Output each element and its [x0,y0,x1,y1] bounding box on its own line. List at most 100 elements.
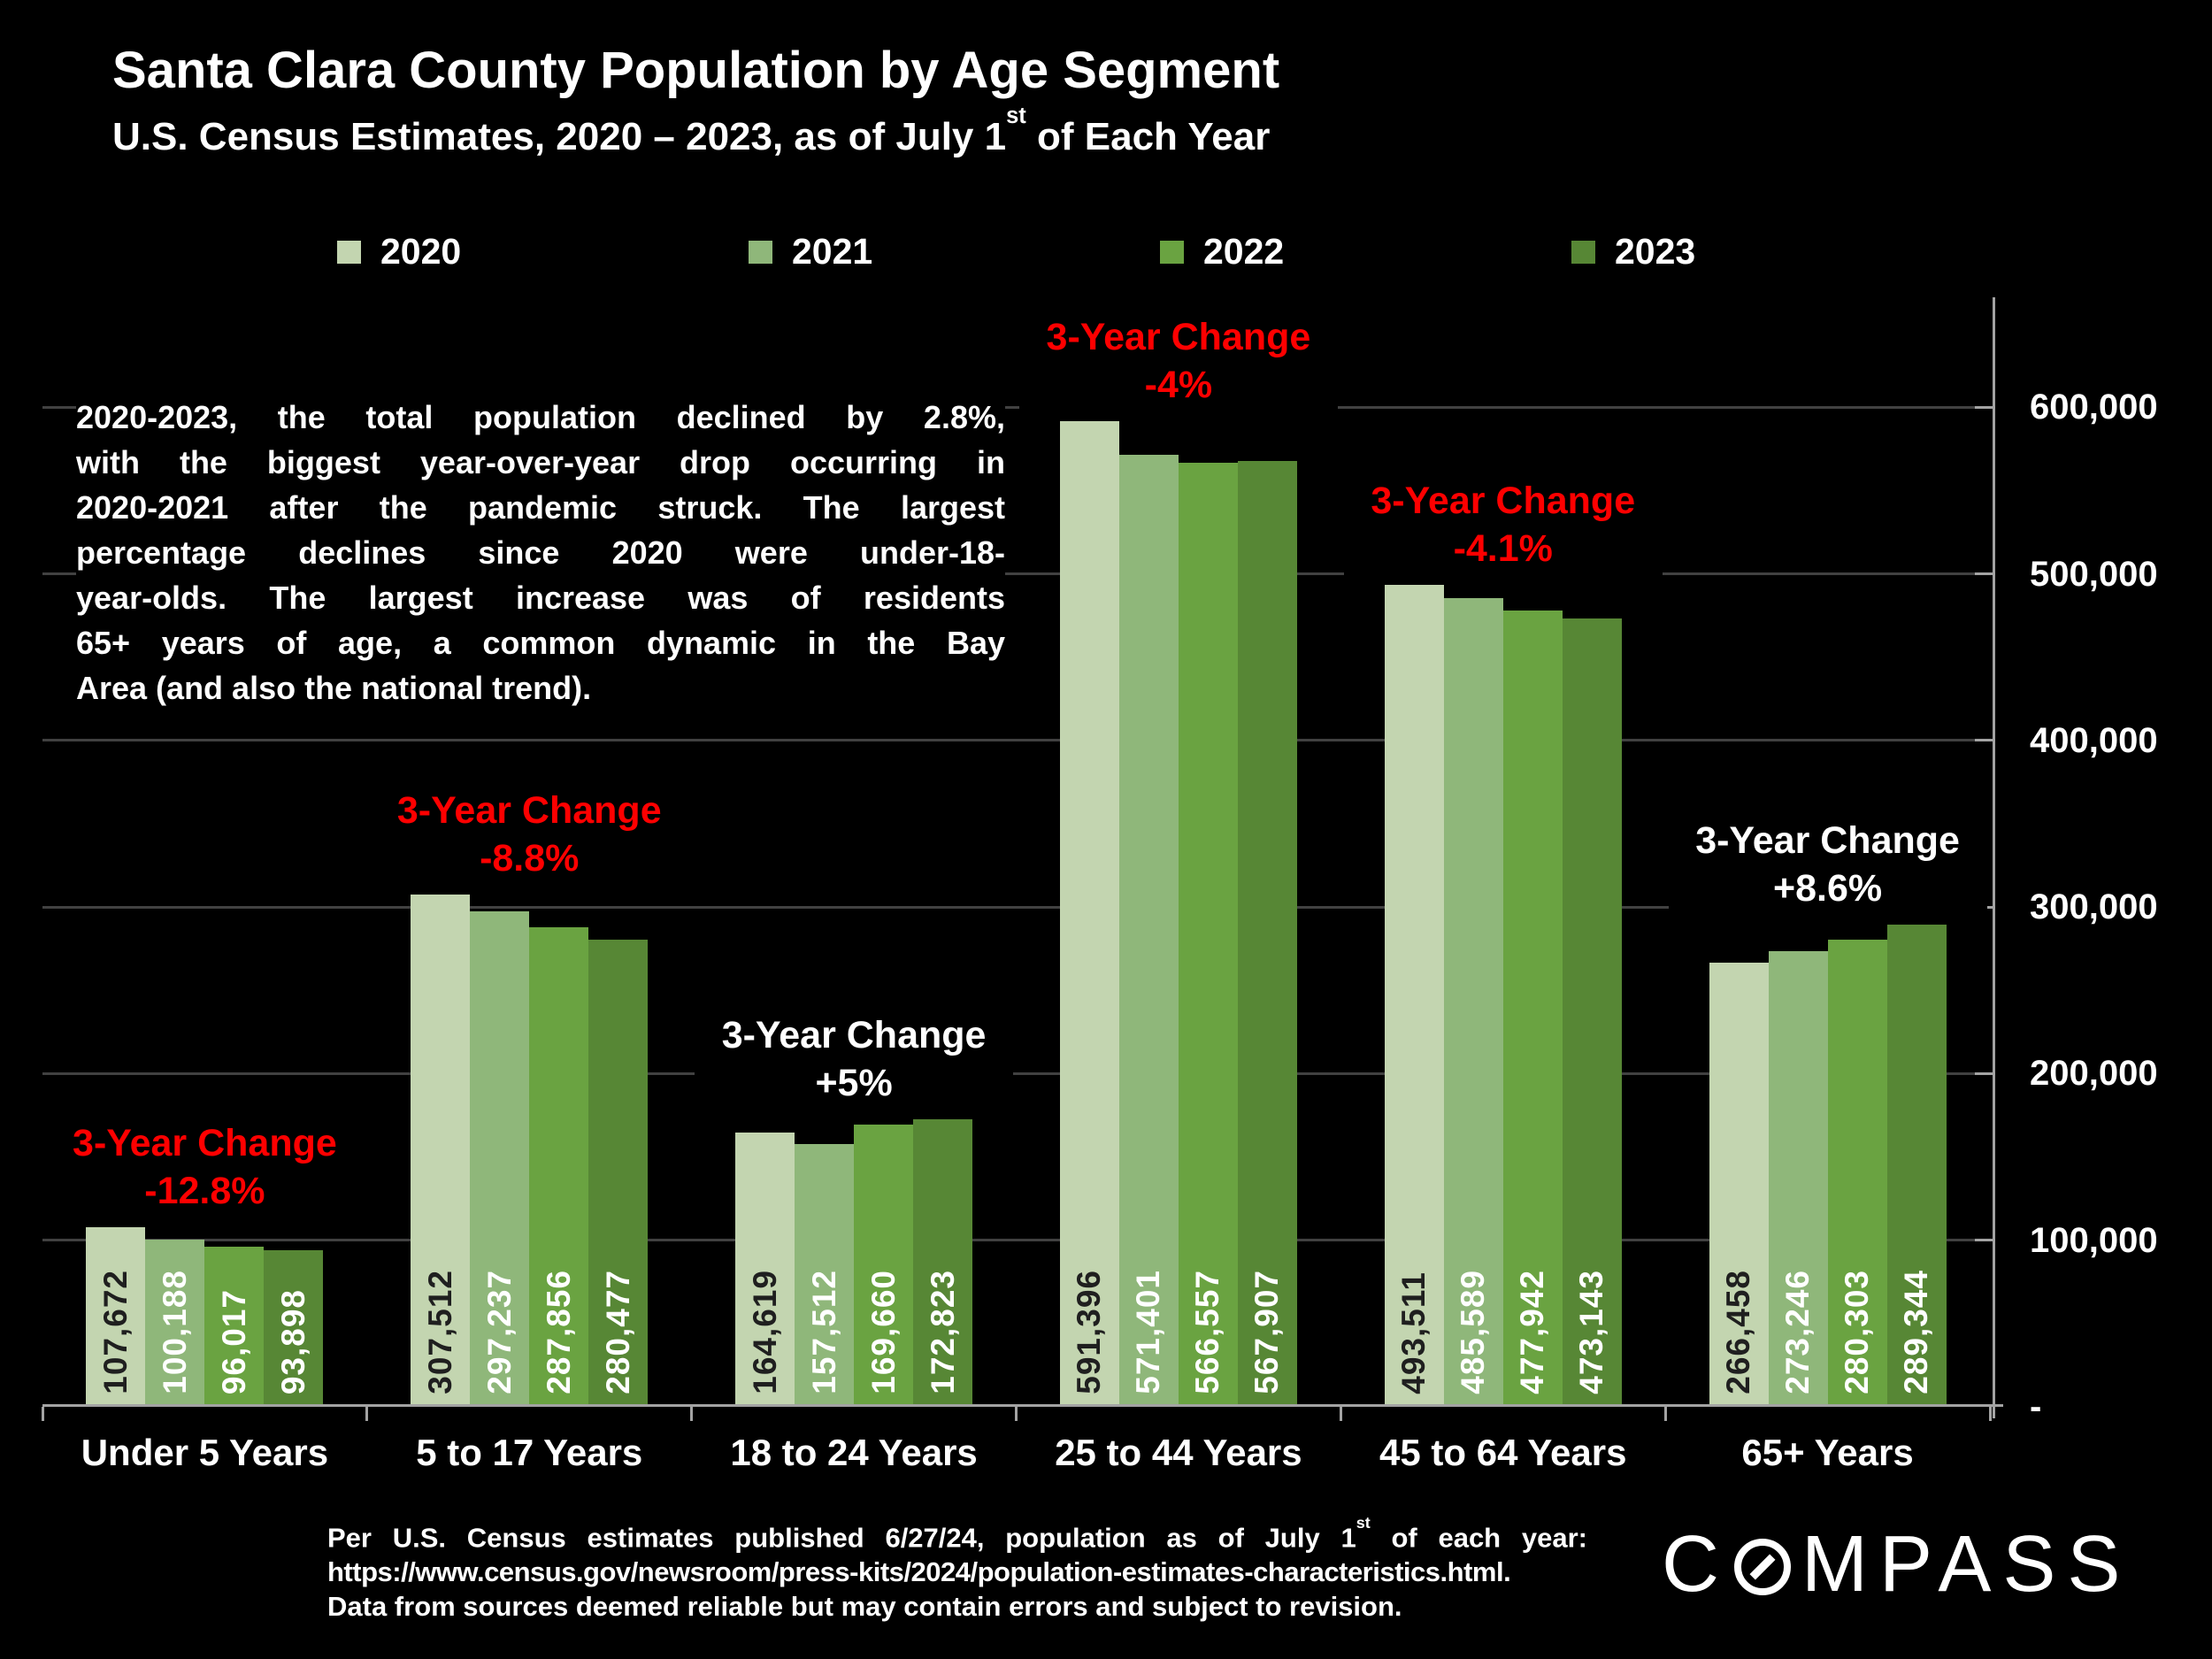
compass-logo: C MPASS [1662,1520,2132,1609]
commentary-line: percentage declines since 2020 were unde… [76,534,1005,571]
bar-2020: 107,672 [86,1227,146,1407]
subtitle-text: U.S. Census Estimates, 2020 – 2023, as o… [112,115,1007,158]
bar-value-label: 280,477 [599,1270,636,1394]
bar-2023: 93,898 [264,1250,324,1407]
bar-value-label: 280,303 [1839,1270,1876,1394]
bar-value-label: 287,856 [540,1270,577,1394]
bar-value-label: 297,237 [480,1270,518,1394]
bar-2022: 169,660 [854,1124,914,1407]
x-axis-tick [41,1407,44,1421]
annotation-3-year-change: 3-Year Change -12.8% [45,1116,365,1219]
bar-2023: 567,907 [1237,460,1297,1407]
bar-2021: 100,188 [145,1240,205,1407]
y-axis-label: 600,000 [2030,388,2158,427]
annotation-3-year-change: 3-Year Change -4.1% [1343,472,1663,576]
gridline-100,000 [42,1239,1993,1242]
x-axis-tick [690,1407,694,1421]
y-axis-label: 300,000 [2030,887,2158,927]
x-axis-tick [1015,1407,1018,1421]
footer-line-1-text: Per U.S. Census estimates published 6/27… [327,1522,1356,1554]
bar-2022: 477,942 [1502,611,1563,1407]
x-axis-tick [1339,1407,1342,1421]
commentary-line: Area (and also the national trend). [76,670,592,706]
bar-value-label: 169,660 [864,1270,902,1394]
bar-value-label: 485,589 [1455,1270,1492,1394]
gridline-500,000 [42,572,1993,575]
bar-2023: 280,477 [588,939,649,1407]
bar-2020: 307,512 [411,894,471,1407]
legend-swatch-icon [1571,240,1595,264]
y-axis-label: 500,000 [2030,554,2158,594]
y-axis-tick [1975,405,1993,409]
subtitle-text-end: of Each Year [1025,115,1271,158]
bar-value-label: 100,188 [156,1270,193,1394]
x-axis-tick [1988,1407,1992,1421]
annotation-line: 3-Year Change [73,1122,337,1165]
y-axis-zero-label: - [2030,1387,2042,1426]
legend-label: 2021 [792,231,873,272]
legend-item-2023: 2023 [1571,234,1695,270]
bar-2022: 287,856 [529,926,589,1407]
compass-logo-letter-c: C [1662,1520,1731,1609]
bar-value-label: 289,344 [1898,1270,1935,1394]
bar-2021: 273,246 [1768,951,1828,1407]
y-axis-line [1993,297,1995,1418]
footer-line-1: Per U.S. Census estimates published 6/27… [327,1514,1587,1555]
gridline-200,000 [42,1071,1993,1075]
category-label: Under 5 Years [81,1432,329,1473]
footer-source-note: Per U.S. Census estimates published 6/27… [327,1514,1587,1624]
compass-logo-letters: MPASS [1801,1520,2132,1609]
annotation-line: 3-Year Change [1695,819,1960,863]
annotation-3-year-change: 3-Year Change +5% [695,1007,1014,1110]
bar-2021: 485,589 [1443,597,1503,1407]
bar-value-label: 96,017 [215,1288,252,1394]
commentary-line: 2020-2021 after the pandemic struck. The… [76,489,1005,526]
page-title: Santa Clara County Population by Age Seg… [112,42,1280,99]
y-axis-label: 400,000 [2030,720,2158,760]
gridline-300,000 [42,905,1993,909]
legend-label: 2020 [380,231,462,272]
footer-line-1-text-end: of each year: [1370,1522,1587,1554]
bar-2021: 157,512 [795,1144,855,1407]
annotation-line: 3-Year Change [1046,316,1311,359]
bar-value-label: 107,672 [96,1270,134,1394]
annotation-3-year-change: 3-Year Change +8.6% [1668,813,1987,917]
y-axis-tick [1975,739,1993,742]
annotation-line: -12.8% [144,1170,265,1213]
bar-2020: 266,458 [1709,963,1769,1407]
bar-value-label: 493,511 [1395,1271,1432,1394]
bar-value-label: 591,396 [1071,1270,1108,1394]
bar-2021: 571,401 [1118,455,1179,1407]
bar-value-label: 307,512 [421,1270,458,1394]
bar-2022: 96,017 [204,1247,265,1407]
bar-2022: 280,303 [1827,940,1887,1407]
commentary-line: year-olds. The largest increase was of r… [76,580,1005,616]
annotation-line: +5% [815,1061,893,1104]
annotation-line: 3-Year Change [1371,479,1636,522]
legend-swatch-icon [337,240,361,264]
legend-label: 2022 [1203,231,1285,272]
x-axis-line [42,1404,2003,1407]
category-label: 65+ Years [1741,1432,1914,1473]
legend-item-2022: 2022 [1160,234,1284,270]
compass-logo-o-icon [1734,1539,1791,1595]
commentary-paragraph: 2020-2023, the total population declined… [76,395,1005,710]
footer-line-1-superscript: st [1356,1514,1371,1532]
gridline-600,000 [42,405,1993,409]
y-axis-tick [1975,1071,1993,1075]
bar-2023: 289,344 [1886,925,1947,1407]
annotation-3-year-change: 3-Year Change -8.8% [370,782,689,886]
footer-line-3: Data from sources deemed reliable but ma… [327,1591,1402,1623]
legend-label: 2023 [1615,231,1696,272]
bar-2021: 297,237 [470,911,530,1407]
annotation-line: -4% [1144,364,1213,407]
compass-needle-icon [1749,1554,1776,1580]
category-label: 18 to 24 Years [730,1432,978,1473]
bar-2023: 172,823 [913,1118,973,1407]
page-subtitle: U.S. Census Estimates, 2020 – 2023, as o… [112,104,1271,159]
category-label: 5 to 17 Years [416,1432,643,1473]
commentary-line: 2020-2023, the total population declined… [76,399,1005,435]
subtitle-superscript: st [1006,104,1026,129]
annotation-line: -8.8% [480,836,580,879]
